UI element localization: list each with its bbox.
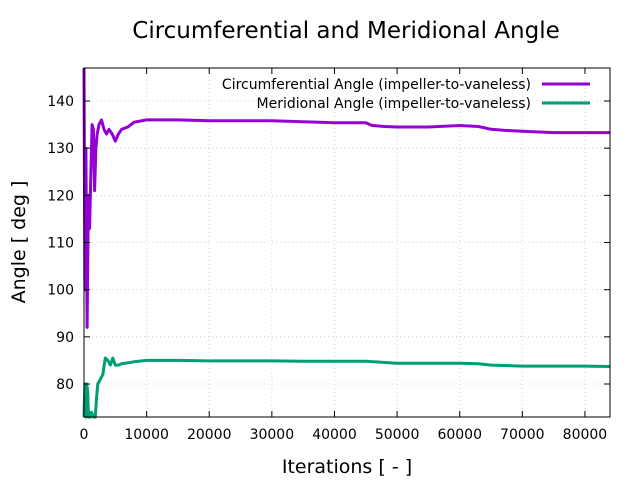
legend-label: Circumferential Angle (impeller-to-vanel… (222, 77, 531, 93)
tick-layer: 0 10000 20000 30000 40000 50000 60000 70000 8000… (47, 68, 610, 443)
y-tick-label: 130 (47, 141, 74, 157)
legend-label: Meridional Angle (impeller-to-vaneless) (257, 96, 531, 112)
x-tick-label: 10000 (124, 427, 169, 443)
y-tick-label: 90 (56, 330, 74, 346)
y-tick-label: 80 (56, 377, 74, 393)
y-tick-label: 140 (47, 94, 74, 110)
y-axis-label: Angle [ deg ] (8, 181, 30, 304)
x-tick-label: 50000 (375, 427, 420, 443)
legend: Circumferential Angle (impeller-to-vanel… (222, 77, 590, 112)
x-tick-label: 20000 (187, 427, 232, 443)
x-tick-label: 40000 (312, 427, 357, 443)
y-tick-label: 100 (47, 283, 74, 299)
y-tick-label: 120 (47, 188, 74, 204)
x-axis-label: Iterations [ - ] (282, 456, 412, 478)
series-layer (82, 67, 611, 419)
x-tick-label: 70000 (500, 427, 545, 443)
series-line-meridional (82, 356, 611, 419)
x-tick-label: 60000 (437, 427, 482, 443)
x-tick-label: 30000 (250, 427, 295, 443)
x-tick-label: 0 (80, 427, 89, 443)
series-line-circumferential (82, 67, 610, 329)
x-tick-label: 80000 (563, 427, 608, 443)
chart-title: Circumferential and Meridional Angle (132, 18, 559, 44)
y-tick-label: 110 (47, 236, 74, 252)
